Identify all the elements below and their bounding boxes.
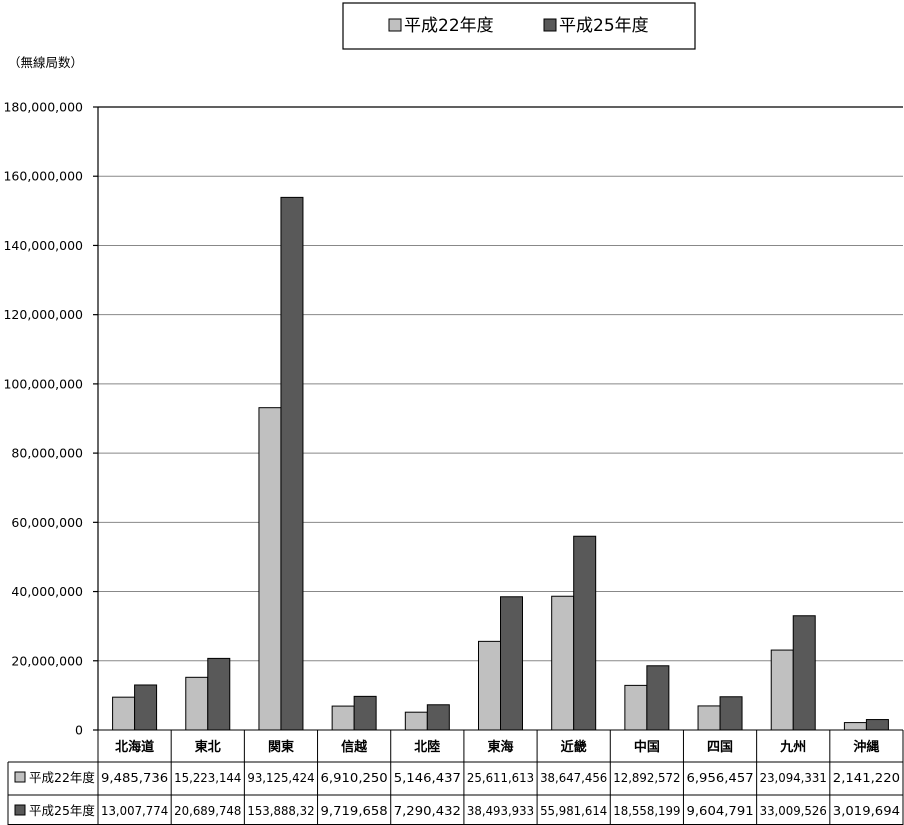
bar-0-4 <box>404 711 428 731</box>
bar-1-3 <box>353 695 377 731</box>
table-cell-0-8: 6,956,457 <box>686 770 753 785</box>
bar-0-5 <box>478 640 501 731</box>
bar-0-8 <box>697 705 721 731</box>
table-cell-0-2: 93,125,424 <box>247 770 314 785</box>
bar-1-9 <box>792 615 816 731</box>
table-cell-1-0: 13,007,774 <box>101 803 168 818</box>
bar-1-0 <box>134 684 158 731</box>
category-label-0: 北海道 <box>115 739 154 755</box>
y-tick-label-6: 120,000,000 <box>3 307 83 322</box>
bar-0-9 <box>770 649 794 731</box>
bar-1-1 <box>207 657 231 731</box>
y-tick-label-0: 0 <box>75 723 83 738</box>
table-cell-0-10: 2,141,220 <box>833 770 900 785</box>
table-cell-0-9: 23,094,331 <box>760 770 827 785</box>
bar-1-5 <box>500 596 523 731</box>
bar-1-2 <box>280 196 304 731</box>
bar-0-2 <box>258 407 282 731</box>
table-cell-1-4: 7,290,432 <box>394 803 461 818</box>
table-cell-0-3: 6,910,250 <box>321 770 388 785</box>
bar-0-7 <box>624 684 648 731</box>
table-cell-1-5: 38,493,933 <box>467 803 534 818</box>
category-label-2: 関東 <box>268 739 294 755</box>
y-tick-label-9: 180,000,000 <box>3 100 83 115</box>
y-tick-label-5: 100,000,000 <box>3 376 83 391</box>
table-cell-1-1: 20,689,748 <box>174 803 241 818</box>
table-cell-1-6: 55,981,614 <box>540 803 607 818</box>
category-label-3: 信越 <box>341 739 368 755</box>
bar-1-7 <box>646 665 670 731</box>
table-cell-1-9: 33,009,526 <box>760 803 827 818</box>
bar-1-4 <box>426 704 450 731</box>
category-label-8: 四国 <box>707 740 733 755</box>
table-cell-1-8: 9,604,791 <box>686 803 753 818</box>
legend-label-1: 平成25年度 <box>559 16 649 36</box>
table-swatch-1 <box>14 804 26 816</box>
category-label-4: 北陸 <box>414 739 440 755</box>
table-cell-0-4: 5,146,437 <box>394 770 461 785</box>
y-tick-label-8: 160,000,000 <box>3 169 83 184</box>
table-swatch-0 <box>14 771 26 783</box>
legend: 平成22年度 平成25年度 <box>342 2 696 50</box>
y-tick-label-4: 80,000,000 <box>11 446 83 461</box>
category-label-5: 東海 <box>487 739 513 755</box>
category-label-1: 東北 <box>195 739 221 755</box>
legend-label-0: 平成22年度 <box>404 16 494 36</box>
gridlines <box>97 106 903 730</box>
y-axis-ticks: 0 20,000,000 40,000,000 60,000,000 80,000,00… <box>3 100 98 738</box>
bar-0-3 <box>331 705 355 731</box>
y-axis-unit-label: （無線局数） <box>8 55 83 70</box>
bar-0-0 <box>112 696 136 731</box>
table-row-label-0: 平成22年度 <box>29 770 95 785</box>
table-cell-0-6: 38,647,456 <box>540 770 607 785</box>
category-label-6: 近畿 <box>561 739 587 755</box>
y-tick-label-3: 60,000,000 <box>11 515 83 530</box>
legend-frame <box>342 2 696 50</box>
legend-swatch-0 <box>388 18 402 32</box>
table-cell-0-1: 15,223,144 <box>174 770 241 785</box>
y-tick-label-7: 140,000,000 <box>3 238 83 253</box>
category-label-7: 中国 <box>634 739 660 755</box>
bar-0-1 <box>185 676 209 731</box>
bar-0-10 <box>843 722 867 731</box>
table-cell-1-2: 153,888,32 <box>247 803 314 818</box>
y-tick-label-2: 40,000,000 <box>11 584 83 599</box>
table-row-label-1: 平成25年度 <box>29 803 95 818</box>
y-tick-label-1: 20,000,000 <box>11 653 83 668</box>
bars <box>112 196 889 731</box>
bar-1-8 <box>719 696 743 731</box>
table-cell-1-3: 9,719,658 <box>321 803 388 818</box>
category-label-9: 九州 <box>779 740 806 755</box>
table-cell-1-10: 3,019,694 <box>833 803 900 818</box>
bar-1-10 <box>865 719 889 731</box>
legend-swatch-1 <box>543 18 557 32</box>
category-label-10: 沖縄 <box>853 739 879 755</box>
table-cell-0-7: 12,892,572 <box>613 770 680 785</box>
table-cell-0-5: 25,611,613 <box>467 770 534 785</box>
bar-0-6 <box>551 595 575 731</box>
bar-1-6 <box>573 535 597 731</box>
table-cell-0-0: 9,485,736 <box>101 770 168 785</box>
table-cell-1-7: 18,558,199 <box>613 803 680 818</box>
